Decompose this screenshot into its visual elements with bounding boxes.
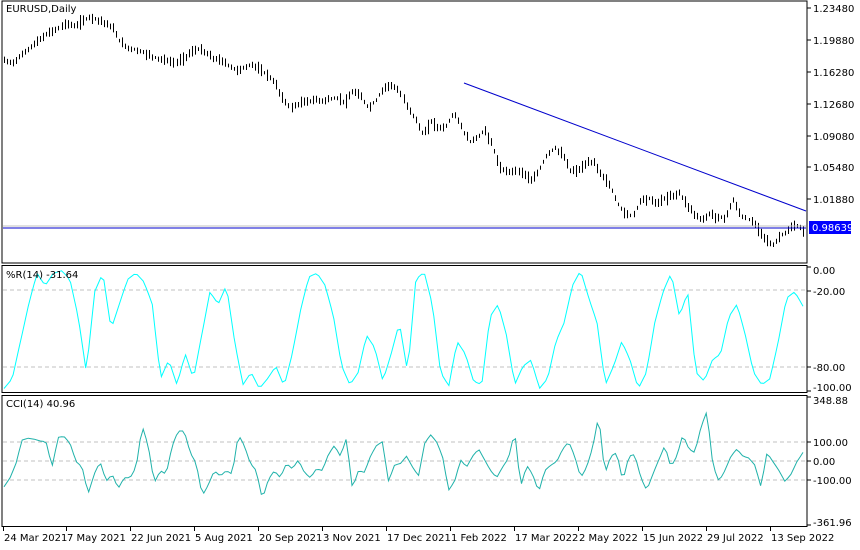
cci-tick: 348.88 (813, 396, 848, 407)
current-price-badge (809, 221, 851, 234)
time-tick: 22 Jun 2021 (131, 533, 191, 544)
cci-tick: -100.00 (813, 476, 852, 487)
wpr-tick: -20.00 (813, 287, 845, 298)
wpr-title: %R(14) -31.64 (6, 270, 78, 281)
price-tick: 1.16280 (813, 68, 854, 79)
time-tick: 7 May 2021 (67, 533, 126, 544)
current-price-label: 0.98639 (812, 223, 853, 234)
wpr-axis: 0.00 -20.00 -80.00 -100.00 (807, 266, 852, 394)
wpr-tick: -80.00 (813, 363, 845, 374)
time-tick: 5 Aug 2021 (195, 533, 253, 544)
cci-tick: 100.00 (813, 438, 848, 449)
time-tick: 15 Jun 2022 (643, 533, 703, 544)
price-axis: 1.23480 1.19880 1.16280 1.12680 1.09080 … (807, 4, 854, 206)
wpr-tick: -100.00 (813, 383, 852, 394)
cci-axis: 348.88 100.00 0.00 -100.00 -361.96 (807, 396, 852, 529)
wpr-panel[interactable] (1, 265, 808, 393)
symbol-title: EURUSD,Daily (6, 4, 77, 15)
price-bars (4, 13, 804, 248)
time-tick: 13 Sep 2022 (771, 533, 834, 544)
price-tick: 1.01880 (813, 195, 854, 206)
cci-tick: 0.00 (813, 457, 835, 468)
price-tick: 1.05480 (813, 163, 854, 174)
price-tick: 1.19880 (813, 36, 854, 47)
time-tick: 3 Nov 2021 (323, 533, 381, 544)
time-tick: 17 Dec 2021 (387, 533, 451, 544)
time-tick: 20 Sep 2021 (259, 533, 322, 544)
cci-tick: -361.96 (813, 518, 852, 529)
time-tick: 24 Mar 2021 (4, 533, 67, 544)
time-tick: 2 May 2022 (579, 533, 638, 544)
cci-line (3, 411, 804, 496)
wpr-line (3, 270, 804, 390)
time-tick: 29 Jul 2022 (707, 533, 764, 544)
time-tick: 1 Feb 2022 (451, 533, 507, 544)
price-tick: 1.12680 (813, 100, 854, 111)
time-tick: 17 Mar 2022 (515, 533, 578, 544)
cci-title: CCI(14) 40.96 (6, 399, 75, 410)
price-tick: 1.23480 (813, 4, 854, 15)
time-axis: 24 Mar 2021 7 May 2021 22 Jun 2021 5 Aug 20… (3, 527, 834, 544)
descending-trendline[interactable] (463, 82, 807, 212)
main-price-panel[interactable] (1, 0, 808, 264)
price-tick: 1.09080 (813, 132, 854, 143)
wpr-tick: 0.00 (813, 266, 835, 277)
